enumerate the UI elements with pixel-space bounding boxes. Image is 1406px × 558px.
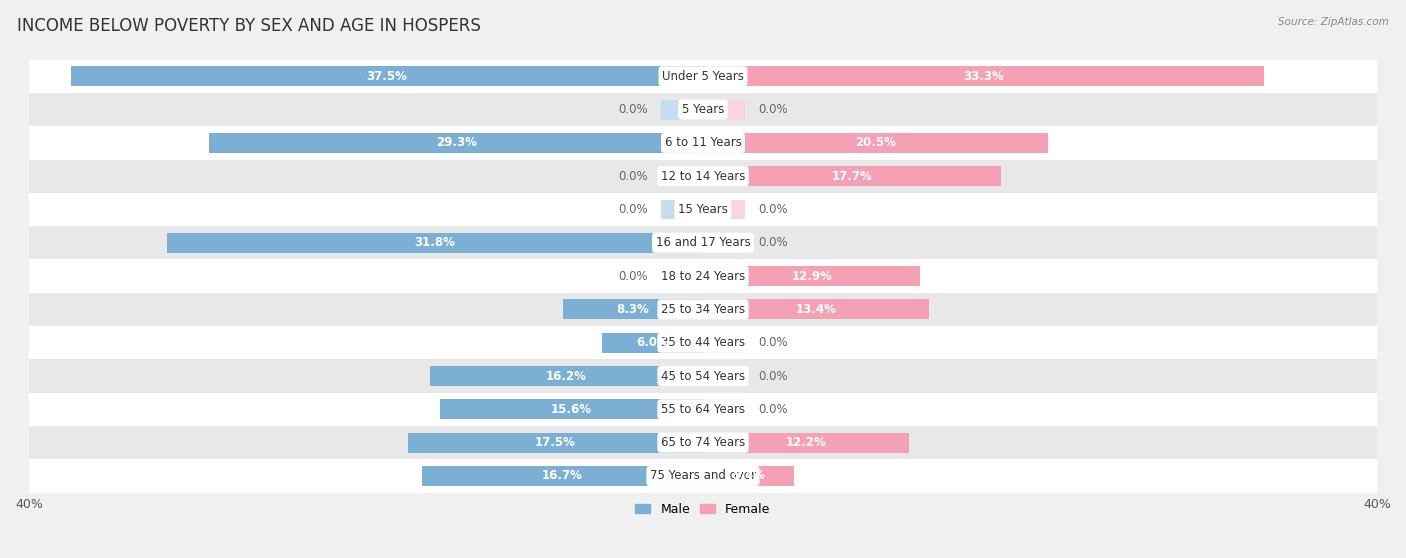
Text: 12 to 14 Years: 12 to 14 Years [661,170,745,182]
Bar [209,133,703,153]
Bar [703,266,921,286]
Bar [30,60,1376,93]
Text: 37.5%: 37.5% [367,70,408,83]
Text: 33.3%: 33.3% [963,70,1004,83]
Text: 31.8%: 31.8% [415,236,456,249]
Bar [703,99,745,119]
Text: 12.9%: 12.9% [792,270,832,282]
Text: 16.2%: 16.2% [546,369,586,382]
Bar [703,133,1049,153]
Bar [30,293,1376,326]
Text: 0.0%: 0.0% [617,203,647,216]
Text: 18 to 24 Years: 18 to 24 Years [661,270,745,282]
Bar [30,259,1376,293]
Bar [703,333,745,353]
Bar [30,459,1376,493]
Bar [30,160,1376,193]
Bar [30,93,1376,126]
Text: 17.7%: 17.7% [832,170,873,182]
Text: 0.0%: 0.0% [759,103,789,116]
Text: 0.0%: 0.0% [759,336,789,349]
Text: 15 Years: 15 Years [678,203,728,216]
Bar [422,466,703,486]
Text: 0.0%: 0.0% [759,369,789,382]
Text: 15.6%: 15.6% [551,403,592,416]
Bar [661,99,703,119]
Bar [30,326,1376,359]
Bar [30,426,1376,459]
Bar [661,266,703,286]
Bar [703,466,794,486]
Bar [703,432,908,453]
Text: 29.3%: 29.3% [436,136,477,150]
Text: 20.5%: 20.5% [855,136,896,150]
Text: 35 to 44 Years: 35 to 44 Years [661,336,745,349]
Bar [703,66,1264,86]
Bar [703,300,929,319]
Text: 5.4%: 5.4% [733,469,765,483]
Text: 25 to 34 Years: 25 to 34 Years [661,303,745,316]
Bar [703,400,745,419]
Text: 45 to 54 Years: 45 to 54 Years [661,369,745,382]
Bar [602,333,703,353]
Text: 8.3%: 8.3% [617,303,650,316]
Bar [72,66,703,86]
Text: 0.0%: 0.0% [759,203,789,216]
Text: 0.0%: 0.0% [617,270,647,282]
Text: 13.4%: 13.4% [796,303,837,316]
Text: Under 5 Years: Under 5 Years [662,70,744,83]
Bar [703,200,745,219]
Bar [661,200,703,219]
Bar [408,432,703,453]
Text: 0.0%: 0.0% [617,170,647,182]
Bar [30,393,1376,426]
Bar [167,233,703,253]
Text: 5 Years: 5 Years [682,103,724,116]
Legend: Male, Female: Male, Female [630,498,776,521]
Bar [430,366,703,386]
Bar [661,166,703,186]
Bar [703,366,745,386]
Bar [30,359,1376,393]
Bar [30,226,1376,259]
Bar [30,126,1376,160]
Text: 6.0%: 6.0% [636,336,669,349]
Text: 65 to 74 Years: 65 to 74 Years [661,436,745,449]
Text: 0.0%: 0.0% [759,236,789,249]
Bar [30,193,1376,226]
Text: 55 to 64 Years: 55 to 64 Years [661,403,745,416]
Text: 75 Years and over: 75 Years and over [650,469,756,483]
Text: 16 and 17 Years: 16 and 17 Years [655,236,751,249]
Text: 6 to 11 Years: 6 to 11 Years [665,136,741,150]
Text: 12.2%: 12.2% [786,436,827,449]
Bar [440,400,703,419]
Text: 0.0%: 0.0% [617,103,647,116]
Text: 0.0%: 0.0% [759,403,789,416]
Text: 17.5%: 17.5% [536,436,576,449]
Bar [564,300,703,319]
Text: 16.7%: 16.7% [541,469,582,483]
Text: INCOME BELOW POVERTY BY SEX AND AGE IN HOSPERS: INCOME BELOW POVERTY BY SEX AND AGE IN H… [17,17,481,35]
Text: Source: ZipAtlas.com: Source: ZipAtlas.com [1278,17,1389,27]
Bar [703,233,745,253]
Bar [703,166,1001,186]
